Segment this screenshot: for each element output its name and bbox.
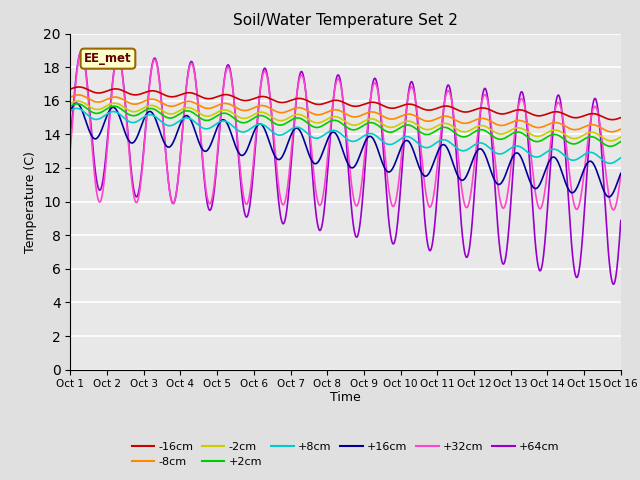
+8cm xyxy=(176,118,184,123)
+64cm xyxy=(431,216,439,221)
-16cm xyxy=(609,117,616,122)
+2cm xyxy=(251,115,259,120)
+64cm xyxy=(176,159,184,165)
+8cm xyxy=(606,160,614,166)
-8cm xyxy=(176,101,184,107)
+8cm xyxy=(251,123,259,129)
-2cm xyxy=(607,138,614,144)
+32cm xyxy=(189,64,197,70)
-16cm xyxy=(617,115,625,120)
+64cm xyxy=(610,281,618,287)
-8cm xyxy=(67,94,74,100)
-16cm xyxy=(552,109,559,115)
+16cm xyxy=(552,156,559,161)
-2cm xyxy=(189,106,197,112)
+8cm xyxy=(504,148,511,154)
+16cm xyxy=(176,122,184,128)
+32cm xyxy=(431,181,439,187)
-2cm xyxy=(552,127,559,133)
+32cm xyxy=(617,172,625,178)
+8cm xyxy=(189,118,197,123)
+32cm xyxy=(67,145,74,151)
+64cm xyxy=(504,243,511,249)
+2cm xyxy=(552,132,559,137)
-8cm xyxy=(251,105,259,110)
Line: +64cm: +64cm xyxy=(70,51,621,284)
Line: -2cm: -2cm xyxy=(70,101,621,141)
-2cm xyxy=(431,124,439,130)
Line: -16cm: -16cm xyxy=(70,87,621,120)
+2cm xyxy=(504,134,511,140)
Line: +16cm: +16cm xyxy=(70,103,621,197)
-8cm xyxy=(552,120,559,125)
+64cm xyxy=(552,100,559,106)
+32cm xyxy=(610,207,618,213)
+32cm xyxy=(251,144,259,150)
-8cm xyxy=(75,92,83,98)
+8cm xyxy=(617,155,625,161)
Y-axis label: Temperature (C): Temperature (C) xyxy=(24,151,37,252)
-8cm xyxy=(608,129,616,135)
+16cm xyxy=(73,100,81,106)
+8cm xyxy=(431,141,439,146)
-8cm xyxy=(431,117,439,122)
-16cm xyxy=(75,84,83,90)
Line: -8cm: -8cm xyxy=(70,95,621,132)
+16cm xyxy=(617,170,625,176)
-2cm xyxy=(176,108,184,113)
+2cm xyxy=(67,103,74,109)
+64cm xyxy=(67,134,74,140)
-2cm xyxy=(617,134,625,140)
-2cm xyxy=(251,111,259,117)
+2cm xyxy=(176,111,184,117)
-2cm xyxy=(67,100,74,106)
+32cm xyxy=(77,48,85,54)
+16cm xyxy=(504,168,511,173)
+2cm xyxy=(617,139,625,144)
+16cm xyxy=(67,108,74,114)
Legend: -16cm, -8cm, -2cm, +2cm, +8cm, +16cm, +32cm, +64cm: -16cm, -8cm, -2cm, +2cm, +8cm, +16cm, +3… xyxy=(127,437,564,471)
+16cm xyxy=(431,155,439,161)
+32cm xyxy=(504,193,511,199)
+2cm xyxy=(189,110,197,116)
-16cm xyxy=(251,96,259,101)
Line: +2cm: +2cm xyxy=(70,104,621,146)
+2cm xyxy=(431,128,439,134)
-8cm xyxy=(617,126,625,132)
-16cm xyxy=(176,92,184,98)
+2cm xyxy=(607,144,614,149)
Text: EE_met: EE_met xyxy=(84,52,132,65)
+8cm xyxy=(552,146,559,152)
+64cm xyxy=(617,217,625,223)
Title: Soil/Water Temperature Set 2: Soil/Water Temperature Set 2 xyxy=(233,13,458,28)
+8cm xyxy=(73,106,81,111)
+64cm xyxy=(251,151,259,157)
Line: +32cm: +32cm xyxy=(70,51,621,210)
+32cm xyxy=(176,158,184,164)
Line: +8cm: +8cm xyxy=(70,108,621,163)
-2cm xyxy=(504,130,511,135)
-8cm xyxy=(504,121,511,127)
-16cm xyxy=(67,86,74,92)
-2cm xyxy=(74,98,81,104)
+64cm xyxy=(77,48,85,54)
+16cm xyxy=(605,194,612,200)
+2cm xyxy=(74,101,81,107)
-16cm xyxy=(431,106,439,112)
+16cm xyxy=(251,127,259,133)
-16cm xyxy=(189,90,197,96)
-8cm xyxy=(189,99,197,105)
X-axis label: Time: Time xyxy=(330,391,361,404)
+8cm xyxy=(67,108,74,114)
-16cm xyxy=(504,110,511,116)
+32cm xyxy=(552,105,559,110)
+64cm xyxy=(189,62,197,68)
+16cm xyxy=(189,123,197,129)
